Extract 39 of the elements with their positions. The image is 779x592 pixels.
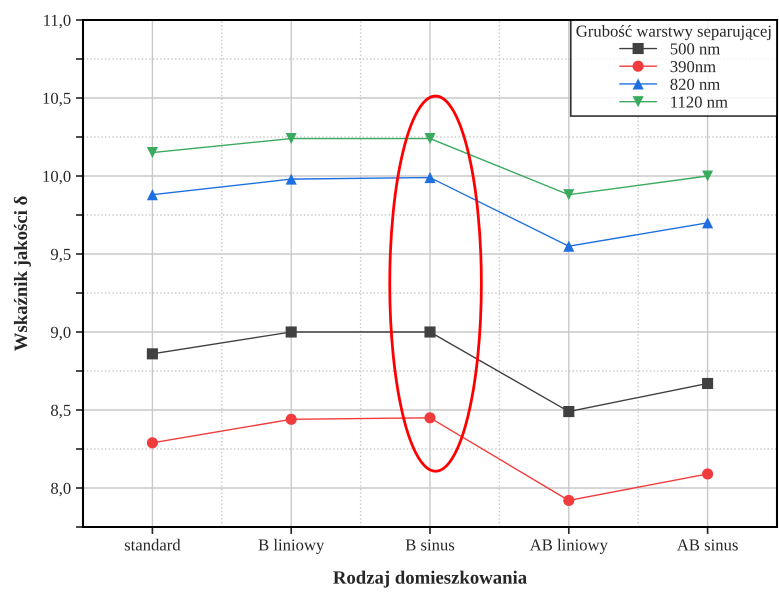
point	[702, 378, 714, 390]
point	[286, 174, 297, 185]
point	[424, 326, 436, 338]
point	[146, 189, 158, 200]
legend-label: 1120 nm	[671, 96, 728, 108]
point	[563, 240, 574, 252]
y-tick-label: 9,0	[50, 326, 71, 340]
legend-label: 500 nm	[670, 43, 720, 55]
x-tick-label: B sinus	[406, 539, 454, 551]
point	[146, 348, 158, 360]
point	[563, 189, 574, 200]
point	[702, 170, 714, 182]
x-tick-label: standard	[124, 538, 180, 551]
x-tick-label: B liniowy	[258, 538, 324, 554]
legend-label: 390nm	[670, 60, 716, 72]
point	[424, 133, 436, 144]
point	[702, 217, 714, 228]
y-axis-title: Wskaźnik jakości δ	[14, 196, 31, 352]
y-tick-label: 8,5	[50, 404, 71, 418]
point	[286, 133, 297, 144]
point	[702, 468, 714, 480]
point	[286, 414, 297, 425]
point	[563, 494, 574, 506]
point	[146, 147, 158, 158]
y-tick-label: 10,0	[43, 170, 71, 184]
x-axis-title: Rodzaj domieszkowania	[333, 570, 527, 588]
point	[286, 326, 297, 338]
point	[424, 172, 436, 184]
y-tick-label: 10,5	[43, 92, 71, 106]
legend-label: 820 nm	[670, 78, 720, 90]
y-tick-label: 8,0	[50, 482, 71, 496]
x-tick-label: AB sinus	[676, 539, 738, 551]
point	[563, 406, 574, 418]
y-tick-label: 9,5	[50, 248, 71, 262]
y-tick-label: 11,0	[44, 14, 71, 28]
point	[424, 412, 436, 424]
legend-title: Grubość warstwy separującej	[576, 25, 771, 40]
point	[146, 437, 158, 448]
x-tick-label: AB liniowy	[530, 538, 608, 554]
